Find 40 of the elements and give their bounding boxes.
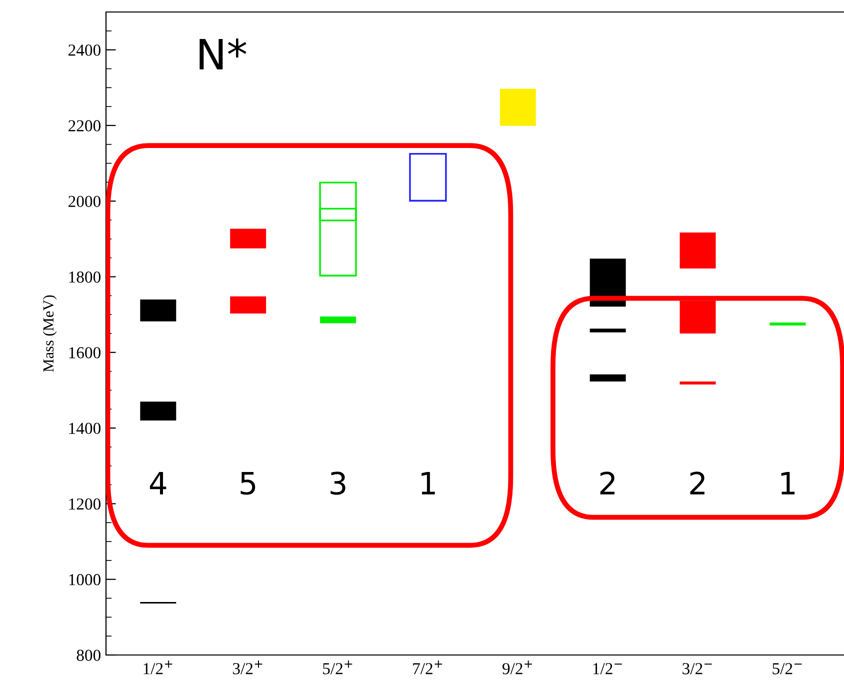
annotation: 5: [240, 472, 256, 495]
y-tick-label: 2400: [68, 44, 101, 56]
x-tick-label: 5/2$^{−}$: [772, 663, 802, 674]
annotation: N*: [200, 38, 246, 70]
x-tick-label: 3/2$^{−}$: [682, 663, 712, 674]
bar: [590, 374, 626, 382]
y-tick-label: 1800: [69, 271, 101, 283]
x-tick-label: 1/2$^{−}$: [593, 663, 622, 674]
bar: [590, 328, 626, 332]
bar: [140, 299, 176, 322]
y-tick-label: 1600: [69, 347, 101, 358]
y-tick-label: 800: [76, 650, 101, 661]
bar: [230, 296, 266, 314]
y-tick-label: 1000: [69, 574, 101, 586]
y-axis-title: Mass (MeV): [42, 295, 57, 372]
bar: [320, 316, 356, 324]
bar: [409, 153, 447, 202]
bar: [230, 228, 266, 248]
x-tick-label: 7/2$^{+}$: [413, 660, 442, 674]
y-tick-label: 2200: [68, 120, 101, 132]
x-tick-label: 3/2$^{+}$: [232, 660, 262, 674]
bar: [770, 322, 806, 326]
x-tick-label: 1/2$^{+}$: [144, 660, 172, 674]
y-tick-label: 2000: [68, 196, 101, 208]
x-tick-label: 5/2$^{+}$: [323, 660, 352, 674]
bar: [680, 232, 716, 268]
x-tick-label: 9/2$^{+}$: [502, 660, 532, 674]
annotation: 2: [600, 472, 614, 494]
annotation: 2: [690, 472, 704, 494]
annotation: 3: [330, 472, 346, 495]
bar: [680, 382, 716, 385]
bar: [500, 88, 536, 126]
bar: [140, 402, 176, 420]
annotation: 4: [150, 472, 166, 494]
bar: [590, 258, 626, 307]
annotation: 1: [422, 472, 435, 494]
y-tick-label: 1200: [69, 498, 101, 510]
bar: [680, 300, 716, 334]
y-tick-label: 1400: [69, 422, 101, 434]
annotation: 1: [781, 472, 795, 494]
